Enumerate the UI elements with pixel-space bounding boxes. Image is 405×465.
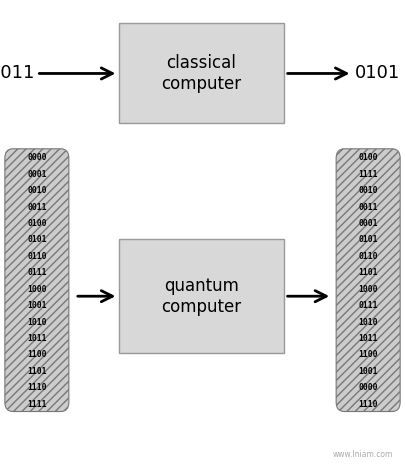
Text: quantum
computer: quantum computer [162, 277, 241, 316]
FancyBboxPatch shape [336, 149, 400, 412]
Text: 0101: 0101 [354, 65, 400, 82]
Text: 1011: 1011 [0, 65, 34, 82]
Text: 1101: 1101 [358, 268, 378, 277]
Text: 1110: 1110 [27, 383, 47, 392]
Text: 0101: 0101 [27, 235, 47, 245]
Text: 1100: 1100 [27, 350, 47, 359]
Text: 0111: 0111 [27, 268, 47, 277]
Text: 0001: 0001 [27, 170, 47, 179]
Text: 0010: 0010 [358, 186, 378, 195]
Text: 0011: 0011 [358, 203, 378, 212]
Text: 0011: 0011 [27, 203, 47, 212]
Text: 1000: 1000 [27, 285, 47, 294]
Text: 1001: 1001 [27, 301, 47, 310]
Text: classical
computer: classical computer [162, 54, 241, 93]
Text: 1011: 1011 [358, 334, 378, 343]
Text: 0001: 0001 [358, 219, 378, 228]
Text: 1100: 1100 [358, 350, 378, 359]
Text: 1111: 1111 [27, 399, 47, 409]
Text: 0110: 0110 [358, 252, 378, 261]
Text: 0010: 0010 [27, 186, 47, 195]
Text: 0000: 0000 [358, 383, 378, 392]
Text: 0110: 0110 [27, 252, 47, 261]
Text: 1111: 1111 [358, 170, 378, 179]
Text: 1010: 1010 [358, 318, 378, 326]
Text: 1110: 1110 [358, 399, 378, 409]
FancyBboxPatch shape [119, 23, 284, 123]
Text: 0000: 0000 [27, 153, 47, 162]
Text: www.lniam.com: www.lniam.com [333, 451, 393, 459]
Text: 0101: 0101 [358, 235, 378, 245]
Text: 0100: 0100 [358, 153, 378, 162]
FancyBboxPatch shape [119, 239, 284, 353]
Text: 0111: 0111 [358, 301, 378, 310]
Text: 0100: 0100 [27, 219, 47, 228]
Text: 1010: 1010 [27, 318, 47, 326]
Text: 1011: 1011 [27, 334, 47, 343]
Text: 1101: 1101 [27, 367, 47, 376]
FancyBboxPatch shape [5, 149, 69, 412]
Text: 1001: 1001 [358, 367, 378, 376]
Text: 1000: 1000 [358, 285, 378, 294]
